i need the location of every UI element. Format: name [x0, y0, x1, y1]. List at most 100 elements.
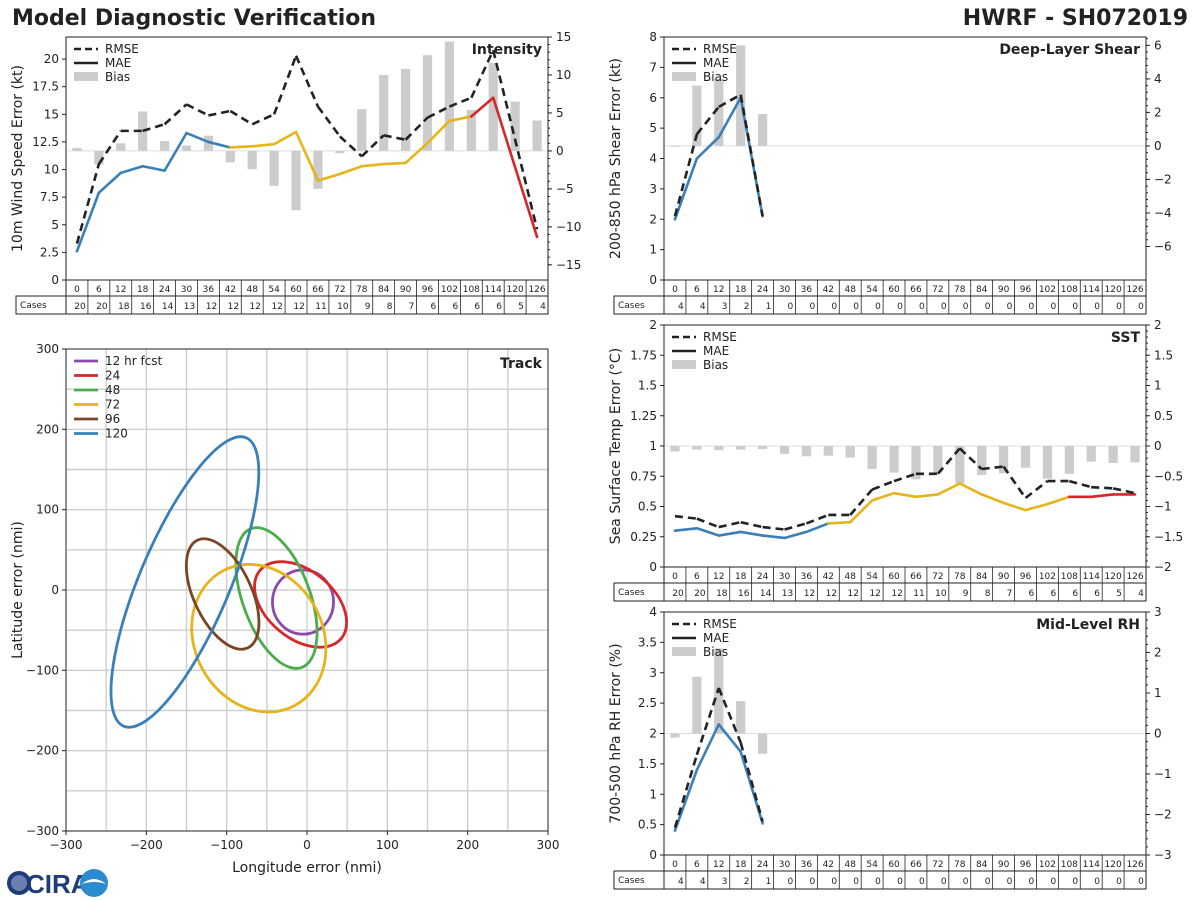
cases-cell: 12	[804, 589, 815, 599]
y2-tick-label: −3	[1154, 848, 1172, 862]
y2-tick-label: 1.5	[1154, 348, 1173, 362]
cases-cell: 0	[897, 302, 903, 312]
bias-bar	[998, 446, 1009, 474]
hour-cell: 54	[268, 285, 280, 295]
hour-cell: 18	[735, 572, 747, 582]
x-tick-label: −200	[130, 838, 163, 852]
hour-cell: 114	[1083, 285, 1100, 295]
y-tick-label: 3	[649, 666, 657, 680]
rmse-line-segment	[936, 447, 961, 475]
x-tick-label: −300	[50, 838, 83, 852]
storm-title: HWRF - SH072019	[962, 6, 1188, 31]
hour-cell: 12	[713, 285, 724, 295]
hour-cell: 30	[779, 860, 791, 870]
rmse-line-segment	[718, 93, 742, 108]
hour-cell: 48	[845, 285, 857, 295]
bias-bar	[977, 446, 987, 476]
y-axis-label: 200-850 hPa Shear Error (kt)	[608, 58, 624, 259]
hour-cell: 54	[866, 860, 878, 870]
mae-line-segment	[382, 161, 407, 166]
bias-bar	[488, 62, 498, 151]
hour-cell: 48	[845, 572, 857, 582]
cases-cell: 0	[1116, 302, 1122, 312]
hour-cell: 72	[932, 572, 943, 582]
legend-bias-swatch	[672, 72, 696, 81]
rmse-line-segment	[294, 55, 320, 108]
hour-cell: 36	[801, 285, 813, 295]
legend-mae-label: MAE	[703, 344, 729, 358]
y2-tick-label: 0	[556, 144, 564, 158]
y-axis-label: Latitude error (nmi)	[10, 521, 26, 659]
hour-cell: 42	[823, 285, 834, 295]
cases-cell: 0	[809, 877, 815, 887]
mae-line-segment	[958, 482, 983, 496]
track-ellipse-48	[234, 526, 319, 670]
cases-cell: 9	[365, 302, 371, 312]
hour-cell: 42	[823, 860, 834, 870]
y-tick-label: −300	[26, 824, 59, 838]
x-tick-label: 100	[376, 838, 399, 852]
cases-cell: 2	[744, 302, 750, 312]
bias-bar	[72, 147, 82, 151]
mae-line-segment	[1002, 501, 1027, 512]
rmse-line-segment	[470, 49, 495, 99]
legend-mae-label: MAE	[105, 56, 131, 70]
rmse-line-segment	[208, 109, 231, 117]
rmse-line-segment	[1091, 485, 1114, 490]
cases-cell: 6	[496, 302, 502, 312]
y2-tick-label: 0	[1154, 439, 1162, 453]
hour-cell: 90	[400, 285, 412, 295]
y-tick-label: 0.25	[630, 530, 657, 544]
mae-line-segment	[761, 534, 786, 540]
rmse-line-segment	[404, 116, 429, 141]
mae-line-segment	[827, 520, 852, 525]
bias-bar	[736, 701, 746, 734]
cases-cell: 10	[935, 589, 947, 599]
rmse-line-segment	[97, 130, 122, 165]
bias-bar	[933, 446, 943, 473]
panel-track: −300−300 −200 −200 −100 −100 0 0 100 100 200 200 30…	[10, 342, 559, 876]
hour-cell: 36	[801, 572, 813, 582]
y2-tick-label: 6	[1154, 38, 1162, 52]
panel-intensity: 0 2.5 5 7.5 10 12.5 15 17.5 20 −15 −10 −5 0 5 10 15 10m …	[10, 30, 581, 315]
rmse-line-segment	[740, 520, 763, 529]
mae-line-segment	[119, 164, 144, 175]
bias-bar	[867, 446, 877, 469]
bias-bar	[291, 150, 301, 211]
mae-line-segment	[870, 491, 896, 502]
bias-bar	[203, 135, 214, 151]
hour-cell: 102	[441, 285, 458, 295]
y-tick-label: −100	[26, 663, 59, 677]
hour-cell: 126	[1126, 285, 1143, 295]
bias-bar	[422, 55, 433, 151]
cases-cell: 0	[963, 302, 969, 312]
bias-bar	[181, 145, 192, 151]
cases-cell: 0	[1029, 877, 1035, 887]
hour-cell: 66	[910, 572, 922, 582]
cases-cell: 14	[760, 589, 772, 599]
rmse-line-segment	[717, 687, 742, 744]
rmse-line-segment	[718, 520, 741, 529]
cases-cell: 0	[941, 302, 947, 312]
cases-cell: 6	[1029, 589, 1035, 599]
cases-cell: 0	[875, 302, 881, 312]
bias-bar	[692, 85, 702, 146]
cases-cell: 6	[1094, 589, 1100, 599]
x-tick-label: 300	[537, 838, 560, 852]
y-axis-label: 10m Wind Speed Error (kt)	[10, 65, 26, 252]
cases-cell: 20	[694, 589, 706, 599]
bias-bar	[801, 446, 812, 457]
y-tick-label: 0.5	[638, 500, 657, 514]
cases-cell: 11	[913, 589, 924, 599]
y-tick-label: 1	[649, 787, 657, 801]
y-tick-label: 2.5	[638, 696, 657, 710]
legend-bias-label: Bias	[703, 70, 728, 84]
bias-bar	[335, 150, 345, 154]
cases-cell: 0	[1007, 302, 1013, 312]
track-ellipse-12	[271, 568, 335, 636]
hour-cell: 126	[1126, 572, 1143, 582]
bias-bar	[692, 446, 702, 450]
y-tick-label: 0	[51, 273, 59, 287]
y-tick-label: 100	[36, 503, 59, 517]
y2-tick-label: 0	[1154, 727, 1162, 741]
